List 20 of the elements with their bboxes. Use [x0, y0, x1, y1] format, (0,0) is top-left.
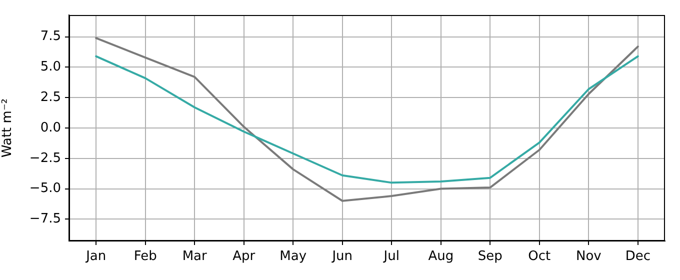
y-tick-label: 2.5	[40, 90, 61, 105]
y-tick-label: 5.0	[40, 60, 61, 75]
x-tick-label: Jul	[382, 249, 400, 264]
x-tick-label: Dec	[625, 249, 650, 264]
x-tick-label: Jun	[331, 249, 353, 264]
y-axis-title: Watt m⁻²	[0, 98, 16, 158]
y-tick-label: −5.0	[29, 181, 61, 196]
x-tick-label: Oct	[528, 249, 551, 264]
x-tick-label: Apr	[232, 249, 256, 264]
x-tick-label: Jan	[85, 249, 106, 264]
x-tick-label: Nov	[576, 249, 602, 264]
y-tick-label: −7.5	[29, 212, 61, 227]
x-tick-label: May	[280, 249, 307, 264]
x-tick-label: Sep	[478, 249, 502, 264]
y-tick-label: 7.5	[40, 29, 61, 44]
x-tick-label: Aug	[428, 249, 454, 264]
y-tick-label: 0.0	[40, 120, 61, 136]
y-tick-label: −2.5	[29, 150, 61, 166]
x-tick-label: Feb	[134, 249, 157, 264]
x-tick-label: Mar	[182, 249, 208, 264]
